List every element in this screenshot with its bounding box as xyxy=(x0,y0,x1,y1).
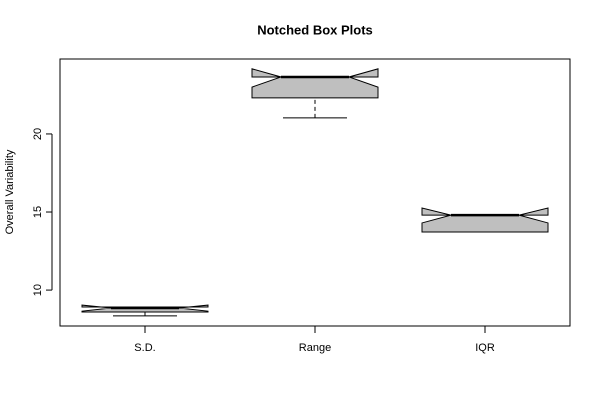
y-tick-label: 20 xyxy=(32,128,44,140)
y-tick-label: 15 xyxy=(32,206,44,218)
x-tick-label: IQR xyxy=(475,342,495,354)
y-tick-label: 10 xyxy=(32,284,44,296)
x-tick-label: Range xyxy=(299,342,331,354)
y-axis-label: Overall Variability xyxy=(4,149,16,234)
box xyxy=(421,207,549,233)
box xyxy=(251,68,379,99)
x-tick-label: S.D. xyxy=(134,342,155,354)
chart-title: Notched Box Plots xyxy=(257,22,373,37)
plot-frame xyxy=(59,58,571,327)
